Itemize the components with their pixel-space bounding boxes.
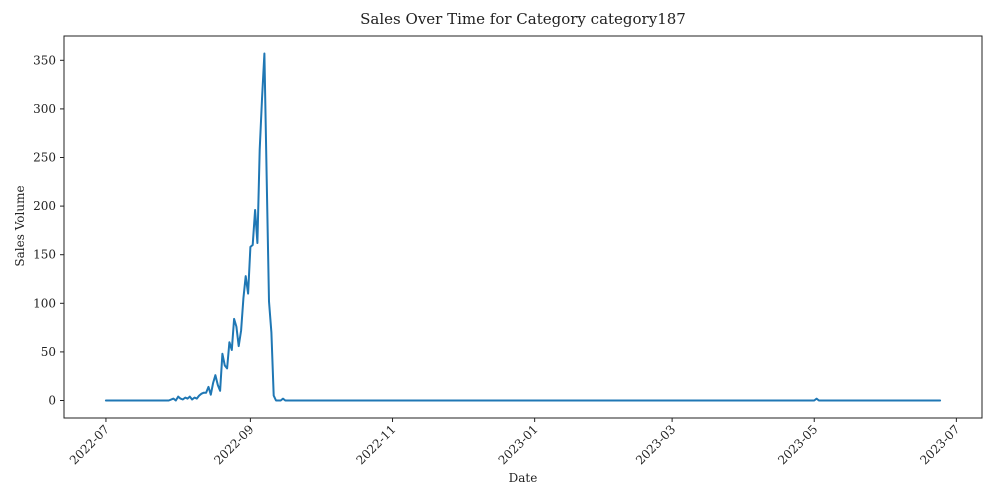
- y-tick-label: 200: [33, 199, 56, 213]
- plot-frame: [63, 35, 983, 419]
- y-tick-label: 0: [48, 394, 56, 408]
- y-tick-label: 50: [41, 345, 56, 359]
- y-tick-label: 100: [33, 296, 56, 310]
- y-tick-label: 350: [33, 53, 56, 67]
- x-axis-label: Date: [508, 471, 538, 485]
- y-tick-label: 300: [33, 102, 56, 116]
- x-tick-label: 2022-07: [67, 422, 112, 467]
- y-tick-label: 250: [33, 151, 56, 165]
- x-tick-label: 2023-03: [633, 422, 678, 467]
- x-tick-label: 2022-11: [353, 422, 398, 467]
- x-tick-label: 2023-07: [917, 422, 962, 467]
- x-tick-label: 2023-05: [775, 422, 820, 467]
- y-tick-label: 150: [33, 248, 56, 262]
- series-line: [104, 52, 942, 402]
- x-tick-label: 2023-01: [496, 422, 541, 467]
- chart-title: Sales Over Time for Category category187: [360, 10, 686, 28]
- x-tick-label: 2022-09: [211, 422, 256, 467]
